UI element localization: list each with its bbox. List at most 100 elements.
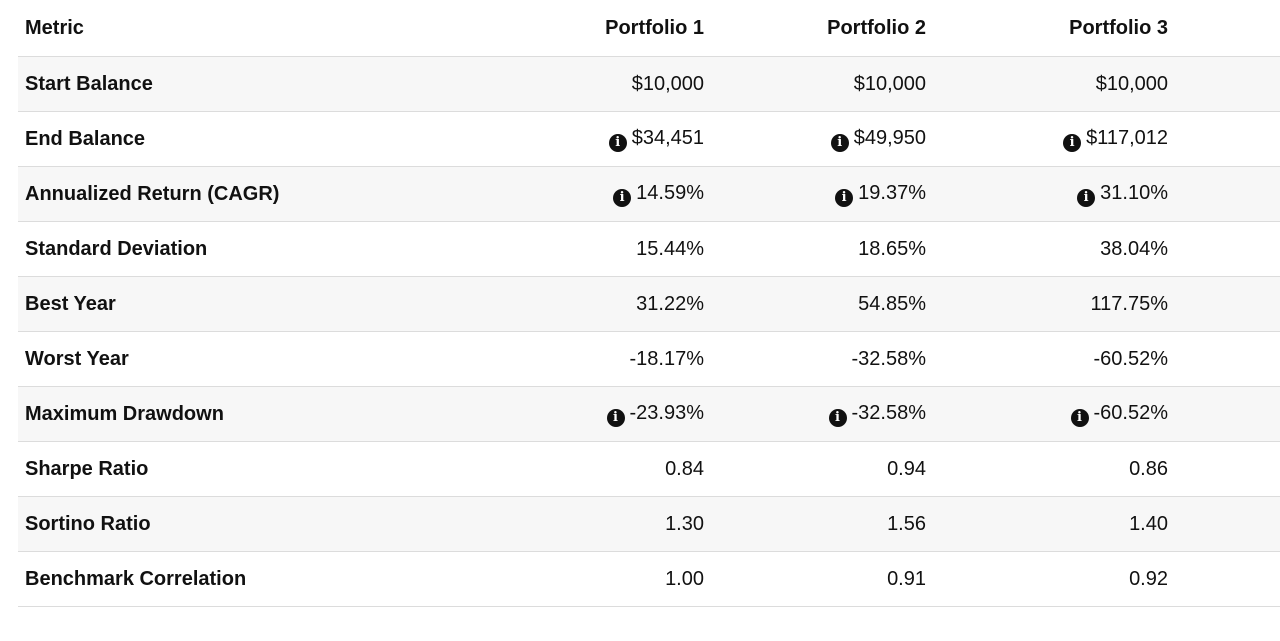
row-spacer-cell [1168, 221, 1280, 277]
metric-label: Annualized Return (CAGR) [18, 166, 493, 222]
metric-label: Start Balance [18, 56, 493, 112]
table-row: Annualized Return (CAGR) i 14.59% i 19.37% i 3… [18, 166, 1280, 222]
value-text: -23.93% [629, 401, 705, 424]
value-text: $34,451 [631, 126, 704, 149]
metric-label: Maximum Drawdown [18, 386, 493, 442]
table-row: Sharpe Ratio 0.84 0.94 0.86 [18, 441, 1280, 497]
portfolio-1-value-cell: -18.17% [493, 331, 705, 387]
column-header-portfolio-1: Portfolio 1 [493, 0, 704, 57]
value-text: 31.22% [636, 292, 704, 315]
portfolio-1-value-cell: 0.84 [493, 441, 704, 497]
portfolio-1-value-cell: 31.22% [493, 276, 704, 332]
info-circle-icon[interactable]: i [1077, 188, 1096, 207]
table-row: Best Year 31.22% 54.85% 117.75% [18, 276, 1280, 332]
row-spacer-cell [1168, 551, 1280, 607]
value-text: $10,000 [631, 72, 704, 95]
value-text: 1.00 [665, 567, 704, 590]
value-text: 0.94 [887, 457, 926, 480]
info-circle-icon[interactable]: i [835, 188, 854, 207]
portfolio-2-value-cell: i 19.37% [704, 166, 926, 222]
portfolio-2-value-cell: 1.56 [704, 496, 926, 552]
portfolio-3-value-cell: 0.92 [926, 551, 1168, 607]
portfolio-3-value-cell: $10,000 [926, 56, 1168, 112]
portfolio-2-value-cell: 0.91 [704, 551, 926, 607]
row-spacer-cell [1168, 276, 1280, 332]
value-text: $10,000 [1095, 72, 1168, 95]
table-row: End Balance i $34,451 i $49,950 i $117,012 [18, 111, 1280, 167]
portfolio-3-value-cell: i 31.10% [926, 166, 1168, 222]
column-header-portfolio-2: Portfolio 2 [704, 0, 926, 57]
portfolio-3-value-cell: 117.75% [926, 276, 1168, 332]
table-body: Start Balance $10,000 $10,000 $10,000 End Ba… [18, 56, 1280, 607]
value-text: 18.65% [858, 237, 926, 260]
value-text: -32.58% [851, 401, 927, 424]
info-circle-icon[interactable]: i [1070, 408, 1089, 427]
portfolio-3-value-cell: i -60.52% [926, 386, 1168, 442]
portfolio-3-value-cell: 38.04% [926, 221, 1168, 277]
table-header: Metric Portfolio 1 Portfolio 2 Portfolio… [18, 0, 1280, 57]
info-circle-icon[interactable]: i [1063, 133, 1082, 152]
header-row: Metric Portfolio 1 Portfolio 2 Portfolio… [18, 0, 1280, 57]
row-spacer-cell [1168, 56, 1280, 112]
value-text: 0.84 [665, 457, 704, 480]
value-text: 0.92 [1129, 567, 1168, 590]
value-text: -18.17% [629, 347, 705, 370]
portfolio-3-value-cell: 1.40 [926, 496, 1168, 552]
value-text: 19.37% [858, 181, 926, 204]
metric-label: Benchmark Correlation [18, 551, 493, 607]
row-spacer-cell [1168, 331, 1280, 387]
table-row: Standard Deviation 15.44% 18.65% 38.04% [18, 221, 1280, 277]
portfolio-metrics-table-wrapper: Metric Portfolio 1 Portfolio 2 Portfolio… [18, 0, 1280, 607]
info-circle-icon[interactable]: i [606, 408, 625, 427]
info-circle-icon[interactable]: i [828, 408, 847, 427]
metric-label: End Balance [18, 111, 493, 167]
metric-label: Sortino Ratio [18, 496, 493, 552]
info-circle-icon[interactable]: i [613, 188, 632, 207]
portfolio-2-value-cell: 18.65% [704, 221, 926, 277]
portfolio-1-value-cell: 15.44% [493, 221, 704, 277]
portfolio-3-value-cell: i $117,012 [926, 111, 1168, 167]
value-text: 15.44% [636, 237, 704, 260]
row-spacer-cell [1168, 111, 1280, 167]
portfolio-2-value-cell: -32.58% [704, 331, 927, 387]
value-text: 0.86 [1129, 457, 1168, 480]
metric-label: Best Year [18, 276, 493, 332]
value-text: 14.59% [636, 181, 704, 204]
table-row: Sortino Ratio 1.30 1.56 1.40 [18, 496, 1280, 552]
portfolio-1-value-cell: $10,000 [493, 56, 704, 112]
value-text: $117,012 [1086, 126, 1168, 149]
value-text: 31.10% [1100, 181, 1168, 204]
column-header-portfolio-3: Portfolio 3 [926, 0, 1168, 57]
value-text: 0.91 [887, 567, 926, 590]
row-spacer-cell [1168, 386, 1280, 442]
value-text: -32.58% [851, 347, 927, 370]
table-row: Start Balance $10,000 $10,000 $10,000 [18, 56, 1280, 112]
row-spacer-cell [1168, 496, 1280, 552]
portfolio-2-value-cell: i -32.58% [704, 386, 927, 442]
column-header-spacer [1168, 0, 1280, 57]
portfolio-2-value-cell: 0.94 [704, 441, 926, 497]
value-text: $49,950 [853, 126, 926, 149]
portfolio-2-value-cell: $10,000 [704, 56, 926, 112]
portfolio-1-value-cell: 1.00 [493, 551, 704, 607]
info-circle-icon[interactable]: i [830, 133, 849, 152]
value-text: $10,000 [853, 72, 926, 95]
portfolio-1-value-cell: i 14.59% [493, 166, 704, 222]
portfolio-metrics-table: Metric Portfolio 1 Portfolio 2 Portfolio… [18, 0, 1280, 607]
column-header-metric: Metric [18, 0, 493, 57]
info-circle-icon[interactable]: i [608, 133, 627, 152]
metric-label: Standard Deviation [18, 221, 493, 277]
row-spacer-cell [1168, 166, 1280, 222]
metric-label: Sharpe Ratio [18, 441, 493, 497]
value-text: 54.85% [858, 292, 926, 315]
value-text: 1.56 [887, 512, 926, 535]
table-row: Worst Year -18.17% -32.58% -60.52% [18, 331, 1280, 387]
portfolio-2-value-cell: 54.85% [704, 276, 926, 332]
value-text: 1.30 [665, 512, 704, 535]
portfolio-1-value-cell: 1.30 [493, 496, 704, 552]
portfolio-1-value-cell: i -23.93% [493, 386, 705, 442]
table-row: Maximum Drawdown i -23.93% i -32.58% i -60.52% [18, 386, 1280, 442]
portfolio-2-value-cell: i $49,950 [704, 111, 926, 167]
portfolio-1-value-cell: i $34,451 [493, 111, 704, 167]
value-text: 117.75% [1090, 292, 1168, 315]
